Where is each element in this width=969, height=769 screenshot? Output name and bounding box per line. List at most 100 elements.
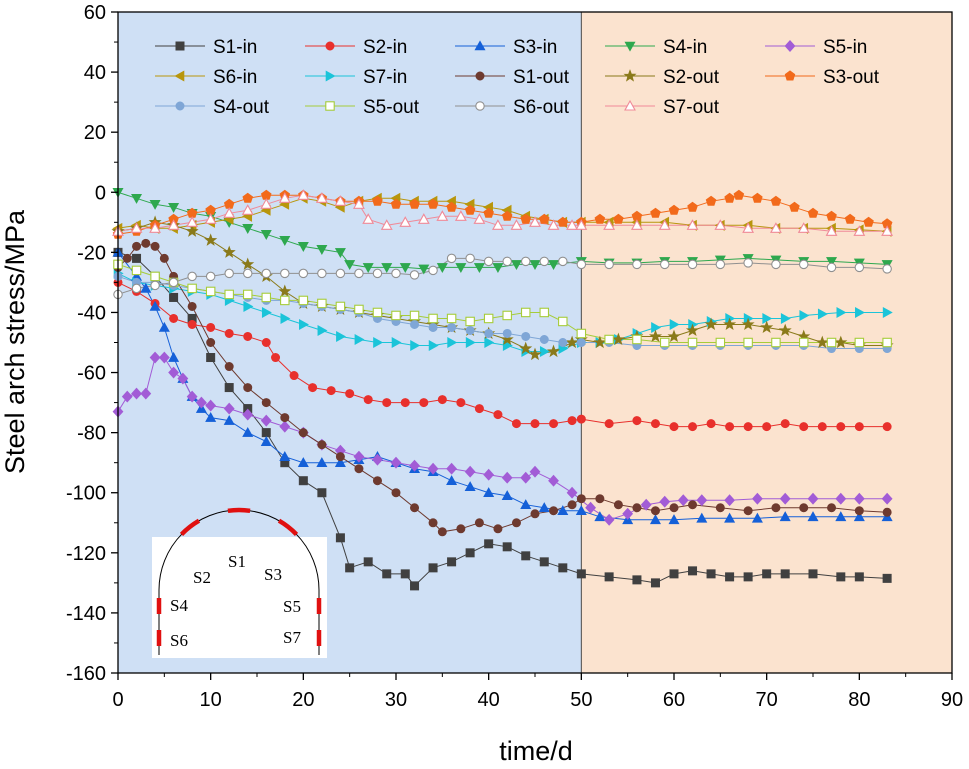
- point-s5-in-14: [279, 420, 291, 433]
- point-s7-in-7: [243, 300, 254, 312]
- point-s1-in-36: [780, 569, 790, 579]
- y-tick-label--40: -40: [77, 302, 106, 324]
- point-s5-in-1: [121, 390, 133, 403]
- point-s1-out-14: [317, 440, 327, 450]
- point-s5-in-25: [483, 468, 495, 481]
- point-s4-out-24: [558, 337, 568, 347]
- legend-label-s6-out: S6-out: [513, 97, 570, 118]
- inset-label-s5: S5: [283, 597, 301, 616]
- point-s1-out-18: [391, 488, 401, 498]
- point-s7-out-23: [529, 216, 541, 227]
- point-s6-out-31: [743, 258, 753, 268]
- point-s3-in-28: [557, 505, 569, 516]
- point-s1-out-3: [141, 238, 151, 248]
- point-s3-out-15: [390, 198, 402, 209]
- point-s7-in-18: [447, 336, 458, 349]
- point-s1-out-12: [280, 413, 290, 423]
- point-s5-in-40: [779, 492, 791, 505]
- point-s7-out-16: [399, 216, 412, 227]
- point-s3-in-22: [446, 475, 458, 486]
- point-s2-in-5: [206, 322, 216, 332]
- point-s3-in-32: [649, 514, 661, 525]
- point-s1-in-30: [669, 569, 679, 579]
- point-s5-out-30: [715, 337, 726, 348]
- x-tick-label-40: 40: [478, 689, 500, 711]
- point-s2-in-18: [437, 395, 447, 405]
- point-s2-in-34: [743, 422, 753, 432]
- point-s2-out-30: [648, 329, 663, 343]
- point-s2-in-17: [419, 398, 429, 408]
- point-s5-out-13: [354, 304, 364, 315]
- point-s5-out-23: [539, 307, 550, 318]
- point-s2-out-6: [222, 245, 236, 258]
- point-s3-out-7: [242, 192, 254, 203]
- point-s5-out-4: [187, 283, 197, 294]
- point-s7-out-35: [825, 225, 838, 236]
- point-s3-out-35: [752, 192, 763, 203]
- point-s6-out-18: [446, 253, 457, 264]
- point-s5-out-33: [798, 337, 809, 348]
- point-s3-in-30: [594, 511, 606, 522]
- point-s7-out-14: [362, 213, 375, 224]
- point-s6-out-6: [224, 268, 234, 279]
- point-s3-out-30: [668, 204, 680, 215]
- y-tick-label-0: 0: [95, 182, 106, 204]
- point-s6-out-32: [771, 259, 781, 270]
- point-s7-in-12: [336, 330, 347, 343]
- point-s6-out-34: [826, 262, 837, 273]
- point-s4-in-10: [297, 242, 309, 252]
- point-s5-in-11: [223, 402, 235, 415]
- point-s1-in-29: [650, 578, 660, 588]
- point-s1-in-8: [261, 428, 271, 438]
- point-s5-out-7: [242, 289, 253, 300]
- point-s3-out-17: [427, 198, 439, 209]
- point-s2-out-33: [704, 317, 718, 330]
- legend-marker-s2-in: [325, 41, 335, 51]
- point-s1-out-28: [567, 500, 577, 510]
- point-s7-in-38: [817, 308, 828, 320]
- point-s1-in-22: [502, 542, 512, 552]
- x-tick-label-90: 90: [941, 689, 963, 711]
- point-s1-out-9: [224, 362, 234, 372]
- y-tick-label--160: -160: [66, 663, 106, 685]
- point-s5-in-26: [501, 471, 513, 484]
- point-s6-out-28: [659, 259, 670, 270]
- point-s2-out-28: [611, 332, 625, 345]
- point-s1-out-31: [613, 500, 623, 510]
- point-s5-in-12: [242, 408, 254, 421]
- point-s4-in-18: [436, 263, 448, 274]
- point-s5-in-27: [520, 471, 532, 484]
- point-s2-in-21: [493, 410, 503, 420]
- point-s7-out-32: [742, 222, 755, 233]
- point-s5-in-42: [835, 492, 847, 505]
- point-s7-out-10: [297, 189, 310, 200]
- point-s5-in-18: [353, 450, 365, 463]
- point-s2-in-12: [326, 386, 336, 396]
- point-s5-out-32: [771, 337, 781, 348]
- x-tick-label-30: 30: [385, 689, 407, 711]
- point-s6-out-19: [465, 253, 475, 264]
- point-s7-out-13: [352, 198, 365, 209]
- point-s2-in-39: [836, 422, 846, 432]
- point-s4-out-18: [447, 322, 457, 332]
- legend-marker-s2-out: [623, 69, 637, 82]
- point-s1-in-10: [298, 476, 308, 486]
- point-s1-out-5: [159, 253, 169, 263]
- point-s5-out-26: [604, 334, 614, 345]
- point-s2-out-34: [723, 317, 737, 330]
- point-s5-out-34: [826, 337, 837, 348]
- point-s4-in-11: [316, 245, 328, 255]
- legend-label-s2-out: S2-out: [663, 67, 720, 88]
- point-s5-in-43: [853, 492, 865, 505]
- point-s3-out-34: [733, 189, 745, 200]
- point-s5-in-3: [140, 387, 152, 400]
- point-s4-in-34: [826, 257, 838, 267]
- point-s6-out-36: [882, 264, 892, 274]
- point-s5-out-22: [520, 307, 531, 318]
- x-tick-label-80: 80: [848, 689, 870, 711]
- point-s5-out-20: [483, 313, 494, 324]
- point-s1-out-37: [743, 506, 753, 516]
- gauge-s2: [179, 518, 201, 537]
- point-s5-in-41: [807, 492, 819, 505]
- point-s1-in-6: [224, 383, 234, 393]
